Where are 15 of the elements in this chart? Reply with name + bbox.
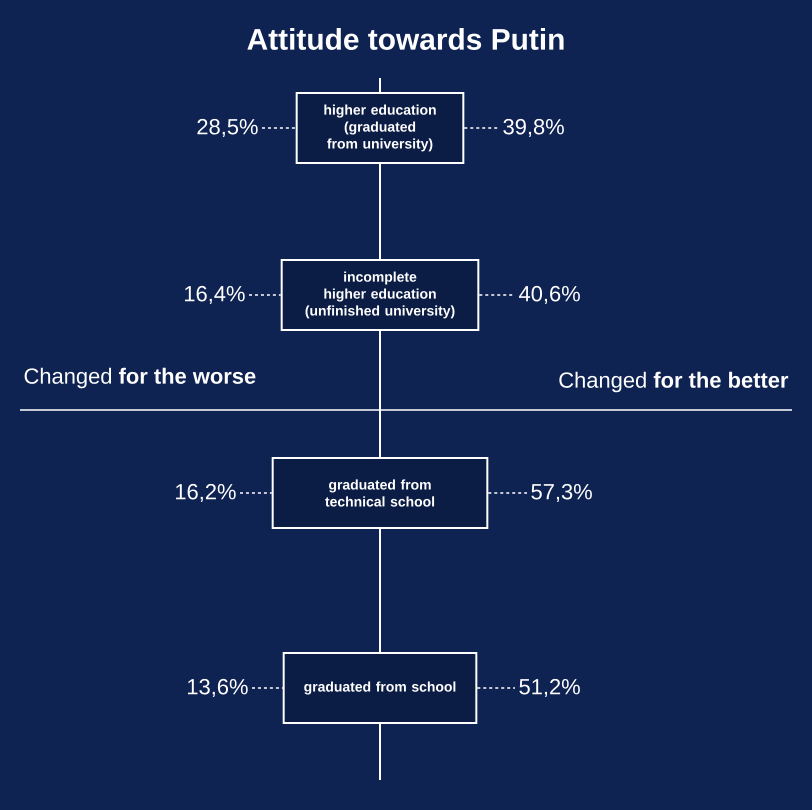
data-label: 28,5% xyxy=(197,118,258,138)
category-label: graduated from school xyxy=(304,681,456,695)
data-label: 57,3% xyxy=(531,484,592,502)
category-label: higher education (graduated from university) xyxy=(324,104,436,152)
data-label: 51,2% xyxy=(519,678,580,698)
data-label: 16,4% xyxy=(185,286,245,304)
data-label: 16,2% xyxy=(176,484,236,502)
text: Attitude towards Putin xyxy=(247,28,564,50)
data-label: 40,6% xyxy=(519,286,580,304)
data-label: 39,8% xyxy=(503,118,564,138)
category-label: graduated from technical school xyxy=(325,479,434,507)
category-label: incomplete higher education (unfinished university) xyxy=(306,272,454,318)
text: Changed for the better xyxy=(559,372,788,392)
data-label: 13,6% xyxy=(188,678,248,698)
text: Changed for the worse xyxy=(24,368,256,388)
